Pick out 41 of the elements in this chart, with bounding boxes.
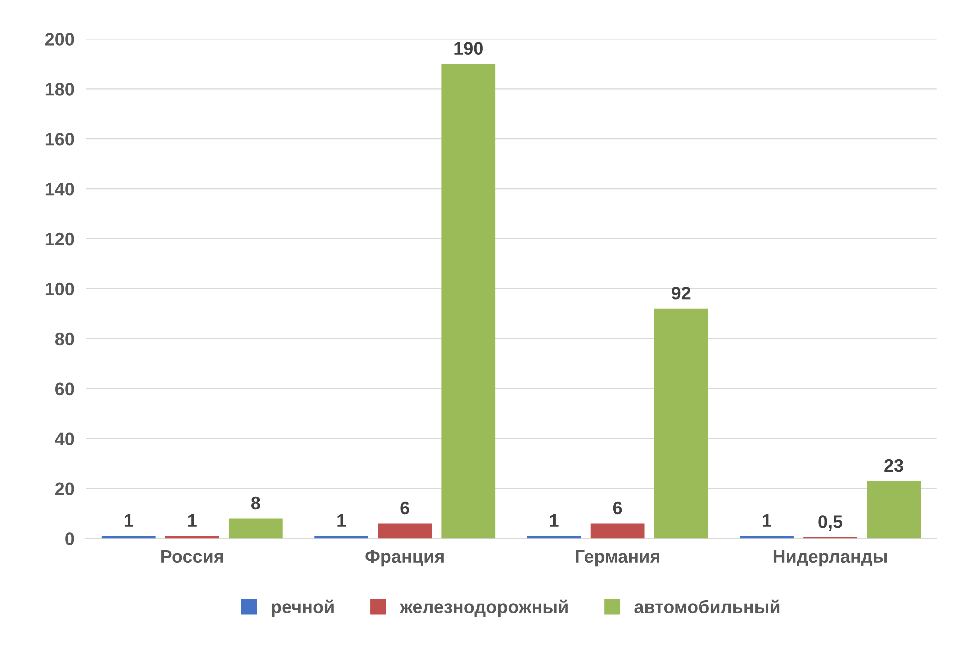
y-tick-label: 180 xyxy=(46,83,74,96)
data-label: 0,5 xyxy=(818,516,843,531)
y-tick-label: 160 xyxy=(46,133,74,146)
data-label: 1 xyxy=(550,514,559,527)
bar xyxy=(102,536,156,539)
bar xyxy=(590,524,645,539)
bar xyxy=(654,308,708,539)
y-tick-label: 20 xyxy=(55,482,74,496)
y-tick-label: 140 xyxy=(46,182,74,196)
y-tick-label: 200 xyxy=(45,33,74,46)
data-label: 1 xyxy=(763,514,772,527)
x-tick-label: Германия xyxy=(576,550,660,567)
bar xyxy=(165,536,220,539)
data-label: 1 xyxy=(124,514,134,527)
legend-label: автомобильный xyxy=(634,600,780,614)
data-label: 92 xyxy=(672,287,691,300)
data-label: 6 xyxy=(613,502,622,515)
y-tick-label: 60 xyxy=(56,382,74,396)
data-label: 190 xyxy=(454,42,483,56)
data-label: 1 xyxy=(188,514,197,527)
bar xyxy=(527,536,582,539)
y-tick-label: 0 xyxy=(66,532,74,546)
bar xyxy=(378,524,432,539)
x-tick-label: Нидерланды xyxy=(774,550,888,567)
x-tick-label: Франция xyxy=(366,550,444,567)
data-label: 6 xyxy=(400,502,410,515)
data-label: 23 xyxy=(884,459,904,472)
x-tick-label: Россия xyxy=(162,550,224,564)
y-tick-label: 120 xyxy=(46,232,74,246)
bar xyxy=(314,536,369,539)
data-label: 8 xyxy=(251,496,260,510)
bar xyxy=(228,518,283,539)
y-tick-label: 40 xyxy=(55,432,74,446)
y-tick-label: 80 xyxy=(55,332,74,346)
legend-label: железнодорожный xyxy=(400,600,568,618)
y-tick-label: 100 xyxy=(46,282,74,296)
bar xyxy=(740,536,794,539)
bar xyxy=(442,64,496,539)
bar xyxy=(867,481,921,539)
legend-label: речной xyxy=(272,600,334,618)
data-label: 1 xyxy=(338,514,346,527)
